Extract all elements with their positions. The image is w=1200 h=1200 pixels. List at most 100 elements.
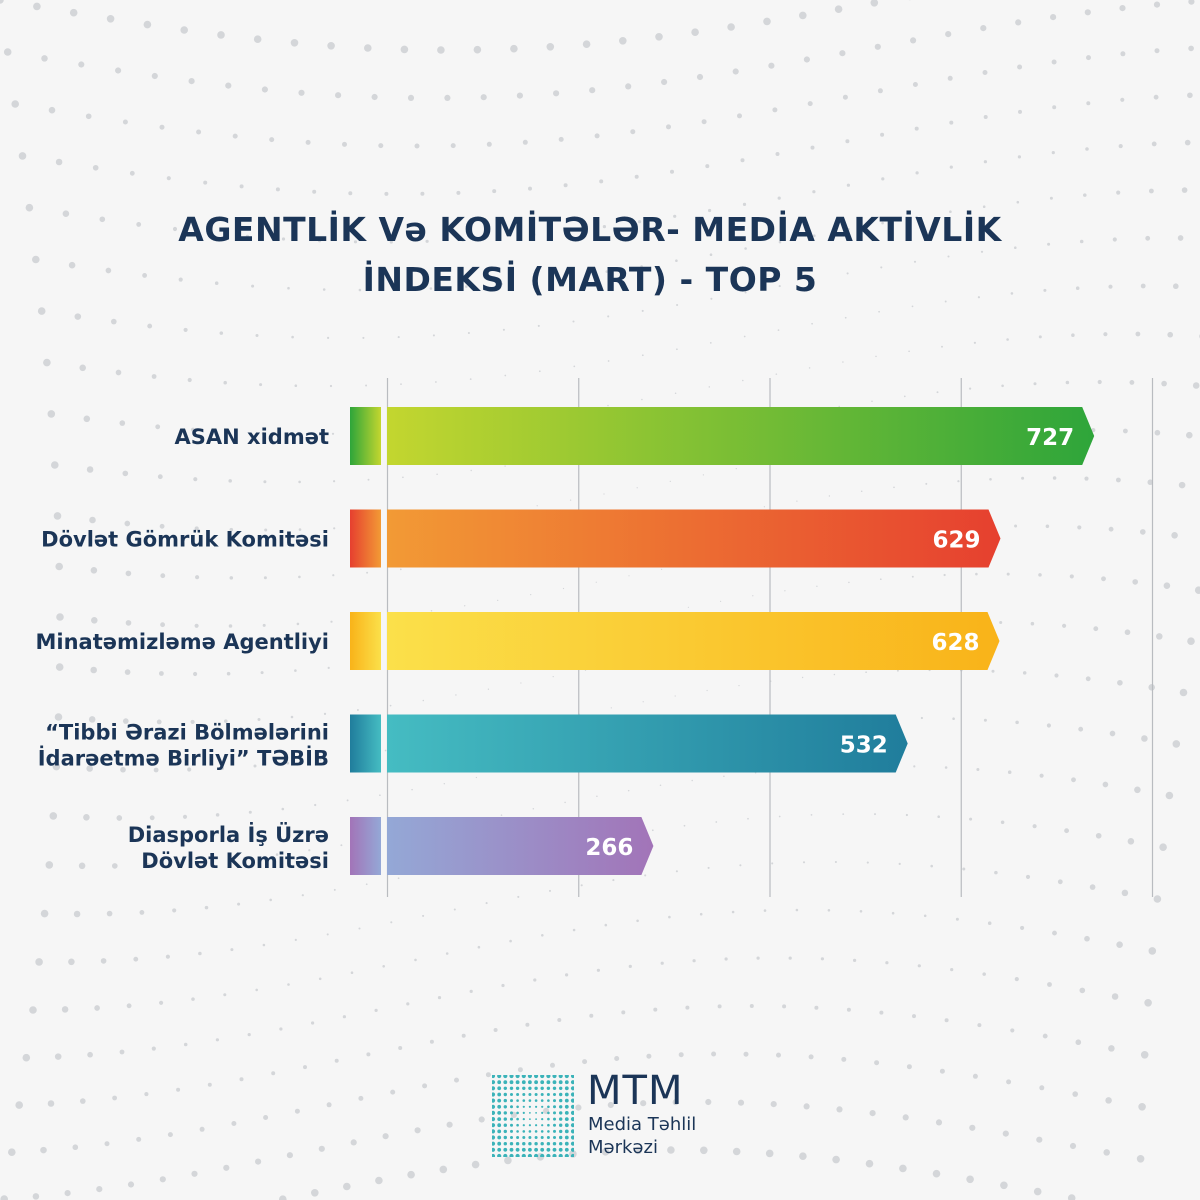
background-dot [86,466,94,473]
logo-dot [540,1080,545,1085]
logo-dot [492,1123,496,1128]
background-dot [1084,9,1091,16]
background-dot [32,1193,40,1200]
background-dot [402,476,404,479]
background-dot [29,1006,37,1014]
background-dot [232,133,238,139]
background-dot [210,859,215,864]
bar-stub [350,509,381,568]
background-dot [1077,525,1082,530]
background-dot [159,124,165,130]
background-dot [1047,242,1051,246]
bar [387,612,1000,670]
background-dot [848,581,850,584]
logo-dot [564,1104,569,1109]
logo-dot [535,1105,538,1108]
background-dot [881,177,885,181]
background-dot [327,42,335,50]
logo-dot [564,1123,569,1128]
background-dot [329,384,333,388]
background-dot [763,909,767,912]
background-dot [182,814,188,819]
background-dot [778,285,781,288]
bar [387,407,1095,465]
background-dot [444,94,451,101]
background-dot [636,487,638,489]
background-dot [630,129,636,135]
background-dot [1172,283,1179,290]
background-dot [517,895,520,898]
background-dot [275,853,279,856]
logo-dot [515,1086,520,1090]
background-dot [1017,155,1022,159]
background-dot [874,813,876,816]
background-dot [176,1087,181,1092]
background-dot [296,622,300,626]
background-dot [407,94,415,101]
logo-dot [546,1093,550,1096]
logo-dot [534,1153,539,1157]
background-dot [365,883,368,886]
background-dot [731,910,735,914]
logo-dot [534,1147,538,1152]
logo-dot [552,1086,557,1090]
background-dot [343,1182,351,1191]
background-dot [445,952,449,955]
background-dot [715,821,718,823]
background-dot [263,480,267,484]
background-dot [1144,999,1152,1007]
background-dot [778,815,781,818]
background-dot [567,229,571,233]
background-dot [845,139,850,144]
background-dot [589,1013,594,1018]
logo-dot [492,1110,496,1115]
logo-dot [558,1153,563,1157]
logo-dot [521,1080,526,1085]
background-dot [48,106,56,114]
background-dot [962,867,966,871]
background-dot [55,562,63,571]
background-dot [1116,941,1123,948]
background-dot [1010,292,1014,295]
background-dot [73,910,81,918]
background-dot [397,336,400,339]
background-dot [661,568,663,571]
logo-dot [540,1093,544,1096]
bar-value-label: 532 [840,733,888,759]
logo-dot [564,1080,569,1085]
background-dot [1045,524,1050,529]
background-dot [294,1108,300,1114]
background-dot [923,914,927,918]
background-dot [801,676,804,679]
background-dot [61,1006,69,1013]
background-dot [605,270,609,273]
background-dot [1167,331,1174,338]
background-dot [914,126,919,131]
background-dot [1020,925,1025,930]
background-dot [1085,147,1089,151]
background-dot [504,374,507,377]
background-dot [932,1169,941,1178]
background-dot [575,1104,582,1111]
category-label: Dövlət Gömrük Komitəsi [41,528,329,552]
background-dot [749,1004,754,1008]
logo-dot [509,1086,514,1090]
background-dot [390,921,393,924]
background-dot [700,1146,708,1155]
background-dot [193,477,198,482]
background-dot [1065,380,1070,385]
background-dot [467,331,470,335]
mtm-logo: MTM Media Təhlil Mərkəzi [492,1068,722,1162]
background-dot [911,305,914,308]
background-dot [1086,55,1091,61]
background-dot [976,767,980,772]
category-label: ASAN xidmət [175,425,329,449]
logo-dot [570,1086,574,1091]
background-dot [1140,1051,1149,1059]
background-dot [287,983,290,986]
background-dot [799,11,807,20]
background-dot [229,527,234,532]
background-dot [253,35,262,43]
logo-dot [564,1098,569,1103]
background-dot [820,957,825,961]
